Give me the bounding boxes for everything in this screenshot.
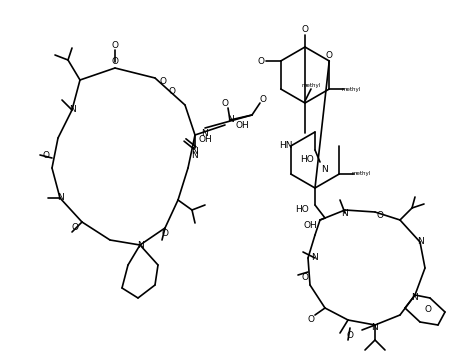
- Text: OH: OH: [198, 135, 212, 144]
- Text: HO: HO: [300, 156, 314, 164]
- Text: OH: OH: [235, 121, 249, 130]
- Text: HN: HN: [279, 142, 292, 151]
- Text: methyl: methyl: [352, 172, 371, 177]
- Text: N: N: [69, 105, 75, 114]
- Text: O: O: [112, 58, 119, 67]
- Text: N: N: [372, 324, 378, 333]
- Text: O: O: [221, 98, 228, 108]
- Text: N: N: [57, 194, 64, 202]
- Text: O: O: [376, 210, 383, 219]
- Text: methyl: methyl: [301, 83, 321, 88]
- Text: N: N: [411, 294, 418, 303]
- Text: N: N: [191, 147, 198, 156]
- Text: OH: OH: [303, 220, 317, 230]
- Text: O: O: [326, 51, 333, 60]
- Text: N: N: [322, 165, 328, 174]
- Text: O: O: [71, 223, 78, 232]
- Text: N: N: [342, 209, 348, 218]
- Text: N: N: [311, 253, 318, 262]
- Text: O: O: [42, 151, 50, 160]
- Text: N: N: [226, 115, 234, 125]
- Text: O: O: [302, 25, 309, 34]
- Text: N: N: [202, 129, 208, 138]
- Text: methyl: methyl: [342, 87, 361, 92]
- Text: N: N: [137, 240, 143, 249]
- Text: O: O: [307, 316, 314, 324]
- Text: N: N: [191, 151, 198, 160]
- Text: O: O: [425, 306, 432, 315]
- Text: O: O: [169, 88, 176, 97]
- Text: O: O: [302, 274, 309, 282]
- Text: O: O: [260, 94, 267, 104]
- Text: HO: HO: [295, 206, 309, 215]
- Text: O: O: [112, 41, 119, 50]
- Text: O: O: [347, 331, 354, 340]
- Text: N: N: [417, 237, 424, 247]
- Text: O: O: [257, 56, 264, 66]
- Text: O: O: [162, 228, 169, 237]
- Text: O: O: [160, 77, 167, 87]
